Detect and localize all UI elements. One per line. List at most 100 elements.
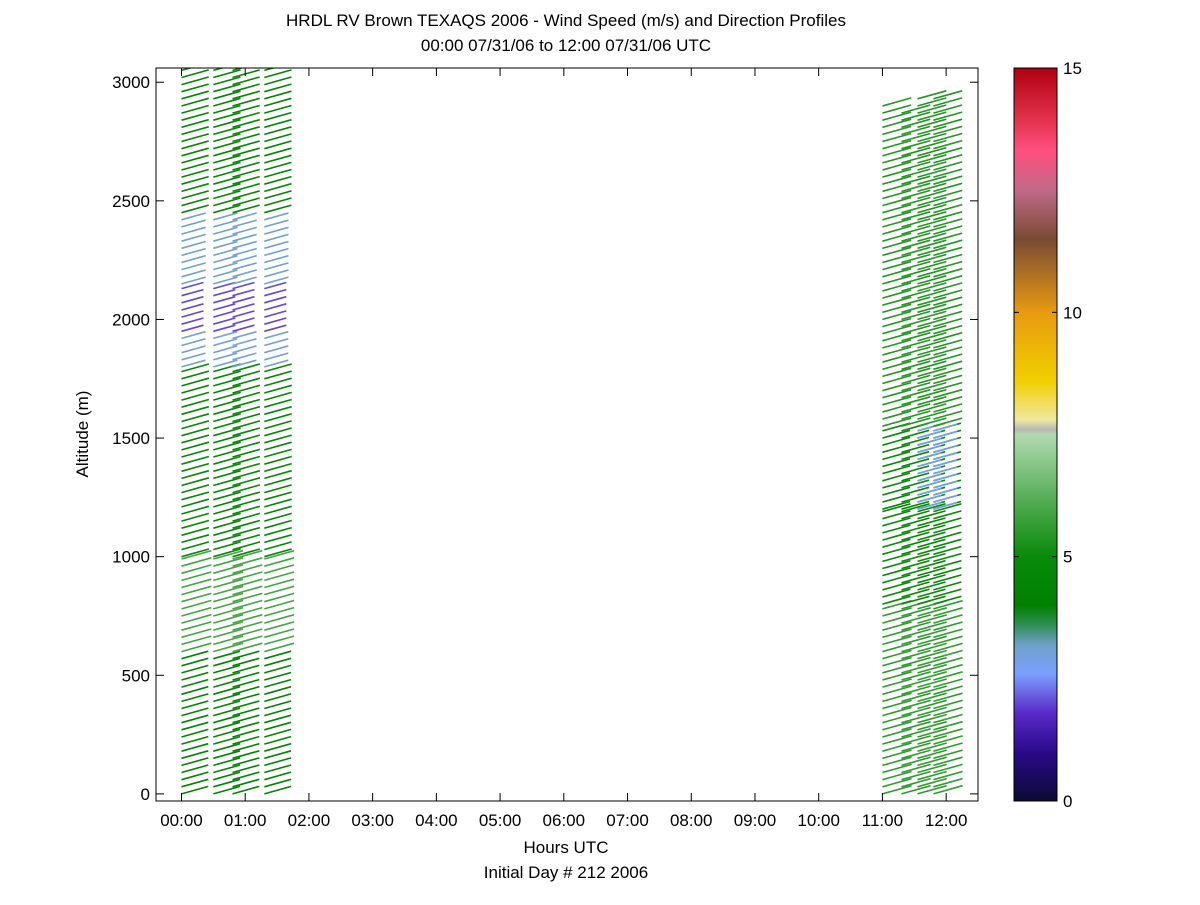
wind-barb: [232, 541, 261, 551]
wind-barb: [882, 339, 912, 349]
wind-barb: [232, 324, 255, 333]
wind-barb: [917, 642, 947, 653]
wind-barb: [933, 607, 963, 617]
wind-barb: [232, 288, 255, 297]
wind-barb: [901, 146, 931, 157]
wind-barb: [901, 628, 931, 639]
wind-barb: [264, 578, 295, 589]
wind-barb: [213, 197, 241, 207]
wind-barb: [213, 557, 244, 567]
y-tick-label: 2500: [112, 192, 150, 211]
wind-barb: [264, 219, 289, 228]
wind-barb: [181, 269, 206, 278]
wind-barb: [882, 756, 912, 767]
wind-barb: [882, 749, 912, 760]
wind-barbs-layer: [181, 68, 963, 795]
wind-barb: [882, 396, 912, 406]
wind-barb: [213, 104, 241, 114]
wind-barb: [901, 132, 931, 143]
wind-barb: [264, 541, 292, 551]
wind-barb: [181, 571, 212, 582]
wind-barb: [901, 310, 931, 321]
wind-barb: [901, 436, 930, 446]
wind-barb: [264, 700, 292, 710]
wind-barb: [882, 303, 912, 314]
wind-barb: [264, 564, 295, 575]
wind-barb: [181, 338, 206, 347]
wind-barb: [882, 545, 911, 556]
wind-barb: [917, 161, 947, 171]
wind-barb: [181, 484, 210, 494]
wind-barb: [213, 477, 241, 487]
x-tick-label: 12:00: [925, 811, 968, 830]
wind-barb: [181, 778, 209, 788]
wind-barb: [882, 429, 911, 439]
wind-barb: [232, 498, 261, 508]
wind-barb: [181, 281, 204, 290]
wind-barb: [232, 519, 261, 529]
wind-barb: [917, 713, 947, 724]
wind-barb: [181, 68, 194, 72]
wind-barb: [901, 552, 930, 563]
wind-barb: [213, 599, 244, 610]
wind-barb: [917, 189, 947, 200]
wind-barb: [882, 111, 912, 121]
wind-barb: [181, 548, 210, 558]
wind-barb: [933, 346, 963, 356]
wind-barb: [882, 763, 912, 774]
wind-barb: [933, 770, 963, 781]
wind-barb: [917, 232, 947, 242]
wind-barb: [933, 713, 963, 724]
wind-barb: [901, 635, 931, 646]
wind-barb: [933, 175, 963, 185]
wind-barb: [213, 549, 244, 560]
wind-barb: [213, 707, 241, 717]
wind-barb: [901, 403, 931, 413]
wind-barb: [232, 434, 261, 444]
wind-barb: [882, 713, 912, 724]
wind-barb: [264, 657, 292, 667]
wind-barb: [901, 296, 931, 306]
wind-barb: [213, 288, 236, 297]
wind-barb: [264, 359, 289, 368]
wind-barb: [917, 538, 946, 548]
wind-barb: [264, 391, 292, 401]
wind-barb: [933, 473, 958, 482]
wind-barb: [181, 104, 209, 114]
wind-barb: [213, 750, 241, 760]
wind-barb: [264, 534, 292, 544]
wind-barb: [882, 97, 912, 107]
wind-barb: [901, 353, 931, 363]
wind-barb: [213, 564, 244, 575]
wind-barb: [933, 403, 963, 413]
wind-barb: [933, 118, 963, 129]
wind-barb: [933, 203, 963, 214]
wind-barb: [213, 83, 241, 93]
wind-barb: [264, 557, 295, 567]
wind-barb: [882, 784, 912, 795]
wind-barb: [933, 396, 963, 406]
wind-barb: [882, 486, 911, 496]
wind-barb: [264, 133, 292, 143]
wind-barb: [181, 613, 212, 624]
wind-barb: [232, 133, 260, 143]
wind-barb: [917, 154, 947, 164]
wind-barb: [933, 132, 963, 143]
wind-barb: [901, 203, 931, 214]
wind-barb: [882, 500, 911, 510]
wind-barb: [264, 204, 292, 214]
wind-barb: [213, 359, 238, 368]
wind-barb: [213, 370, 241, 380]
y-tick-label: 2000: [112, 310, 150, 329]
wind-barb: [882, 410, 912, 420]
wind-barb: [232, 352, 257, 361]
wind-barb: [264, 276, 289, 285]
wind-barb: [232, 721, 260, 731]
wind-barb: [213, 728, 241, 738]
wind-barb: [901, 728, 931, 738]
wind-barb: [882, 517, 911, 527]
wind-barb: [917, 331, 947, 342]
wind-barb: [882, 289, 912, 299]
x-tick-label: 08:00: [670, 811, 713, 830]
wind-barb: [232, 742, 260, 752]
